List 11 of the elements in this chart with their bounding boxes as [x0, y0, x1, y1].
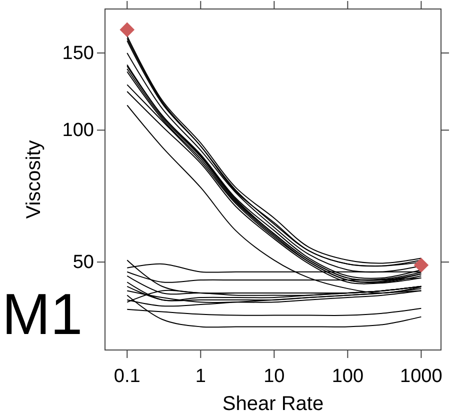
y-tick-label: 50: [72, 252, 94, 274]
y-tick-label: 150: [62, 43, 94, 64]
x-tick-label: 10: [264, 366, 285, 387]
y-tick-label: 100: [62, 120, 94, 142]
x-axis-title: Shear Rate: [222, 393, 324, 415]
x-tick-label: 0.1: [114, 366, 140, 387]
x-tick-label: 1: [195, 366, 206, 387]
y-axis-title: Viscosity: [23, 140, 45, 219]
x-tick-label: 1000: [400, 366, 442, 387]
x-tick-label: 100: [332, 366, 364, 387]
text: M1: [2, 282, 83, 347]
